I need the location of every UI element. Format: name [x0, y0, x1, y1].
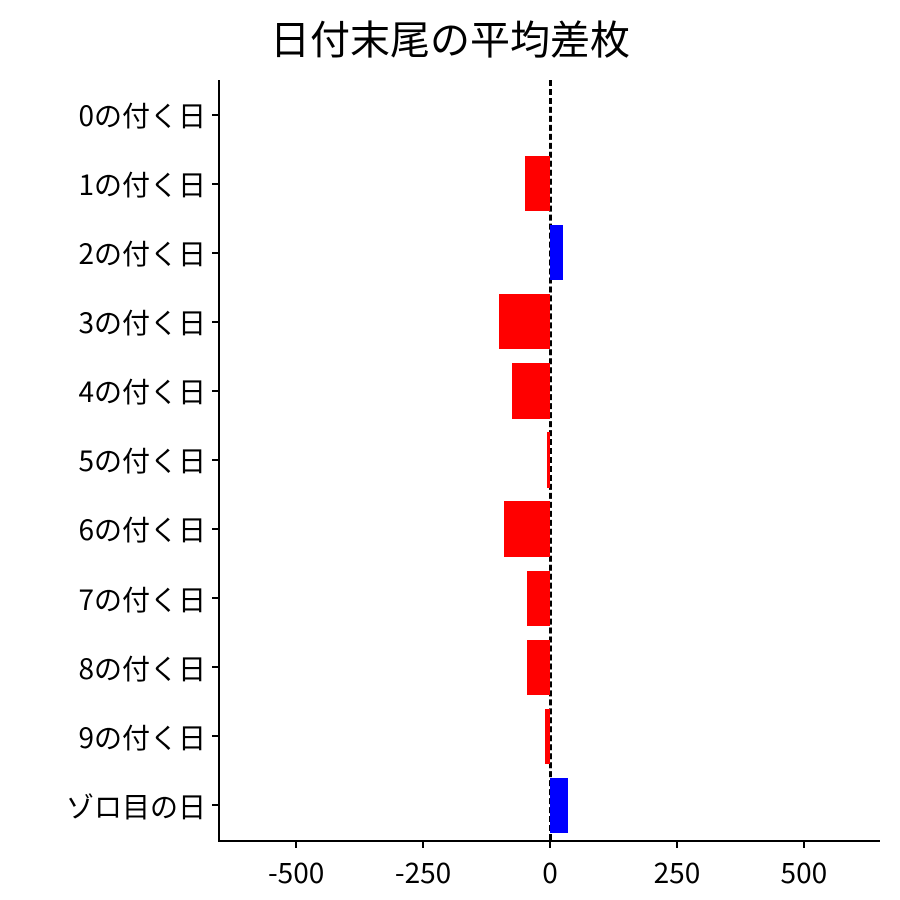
bar [547, 432, 550, 487]
y-axis-label: 7の付く日 [78, 579, 206, 619]
x-axis-label: 0 [542, 852, 558, 892]
bar [527, 571, 550, 626]
y-axis-label: 6の付く日 [78, 509, 206, 549]
chart-container: 日付末尾の平均差枚 0の付く日1の付く日2の付く日3の付く日4の付く日5の付く日… [0, 0, 900, 900]
x-tick [422, 840, 424, 848]
x-axis-label: -500 [268, 852, 324, 892]
bar [550, 225, 563, 280]
y-axis-label: 3の付く日 [78, 302, 206, 342]
y-axis-label: 8の付く日 [78, 648, 206, 688]
x-tick [676, 840, 678, 848]
x-tick [549, 840, 551, 848]
plot-area: 0の付く日1の付く日2の付く日3の付く日4の付く日5の付く日6の付く日7の付く日… [220, 80, 880, 840]
y-axis-label: 9の付く日 [78, 717, 206, 757]
y-axis-label: 1の付く日 [78, 164, 206, 204]
x-axis-label: 250 [654, 852, 701, 892]
y-axis-label: 4の付く日 [78, 371, 206, 411]
x-axis-label: 500 [781, 852, 828, 892]
x-tick [803, 840, 805, 848]
y-axis-label: 2の付く日 [78, 233, 206, 273]
bar [512, 363, 550, 418]
bar [545, 709, 550, 764]
bar [550, 778, 568, 833]
x-tick [295, 840, 297, 848]
x-axis-label: -250 [395, 852, 451, 892]
chart-title: 日付末尾の平均差枚 [0, 8, 900, 66]
y-axis-line [218, 80, 220, 840]
bar [499, 294, 550, 349]
y-axis-label: ゾロ目の日 [66, 786, 206, 826]
bar [504, 501, 550, 556]
y-axis-label: 5の付く日 [78, 440, 206, 480]
y-axis-label: 0の付く日 [78, 95, 206, 135]
bar [527, 640, 550, 695]
bar [525, 156, 550, 211]
